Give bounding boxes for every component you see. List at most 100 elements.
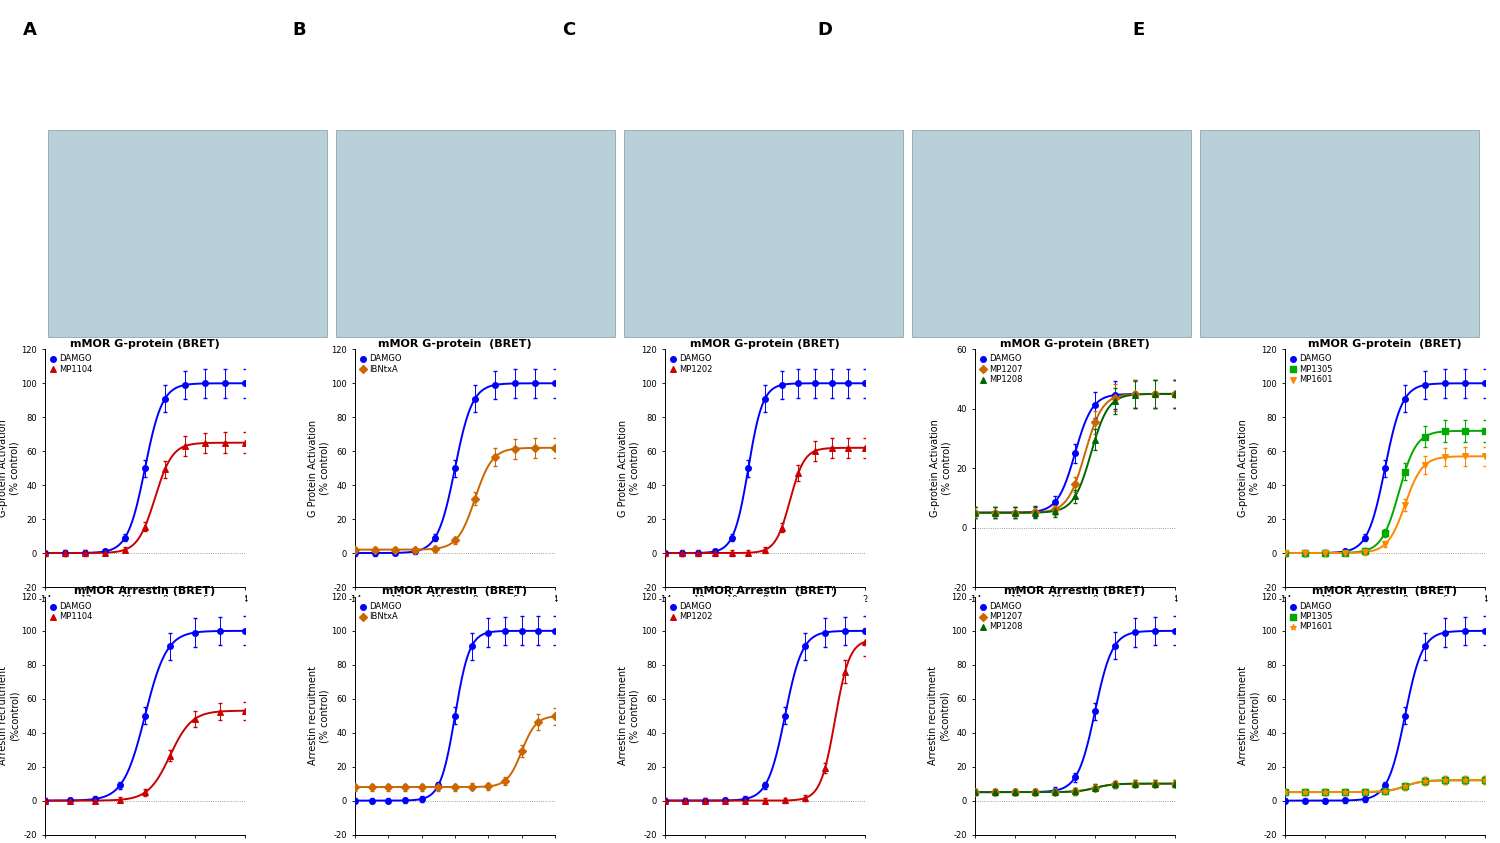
DAMGO (1143, 625, 1167, 638)
MP1202 (819, 442, 843, 455)
DAMGO (112, 531, 136, 545)
DAMGO (669, 546, 693, 560)
MP1208 (963, 786, 987, 799)
DAMGO (442, 709, 466, 722)
Y-axis label: G-protein Activation
(% control): G-protein Activation (% control) (1238, 419, 1260, 517)
DAMGO (819, 377, 843, 390)
MP1104 (232, 704, 256, 717)
Y-axis label: G-protein Activation
(% control): G-protein Activation (% control) (0, 419, 20, 517)
DAMGO (794, 640, 818, 653)
MP1208 (1083, 781, 1107, 795)
DAMGO (674, 794, 698, 808)
IBNtxA (526, 716, 550, 729)
MP1208 (1162, 777, 1186, 791)
X-axis label: Log [Drug] (M): Log [Drug] (M) (1350, 606, 1420, 615)
DAMGO (442, 461, 466, 475)
MP1601 (1413, 775, 1437, 788)
MP1208 (1004, 786, 1028, 799)
IBNtxA (382, 543, 406, 556)
MP1207 (1083, 416, 1107, 429)
MP1207 (1064, 477, 1088, 491)
DAMGO (1432, 377, 1456, 390)
IBNtxA (524, 441, 548, 454)
DAMGO (1413, 379, 1437, 392)
DAMGO (770, 379, 794, 392)
MP1207 (1042, 786, 1066, 799)
DAMGO (344, 546, 368, 560)
DAMGO (543, 377, 567, 390)
MP1202 (753, 543, 777, 556)
Title: mMOR G-protein (BRET): mMOR G-protein (BRET) (690, 339, 840, 348)
IBNtxA (543, 710, 567, 723)
DAMGO (1162, 387, 1186, 400)
MP1202 (674, 794, 698, 808)
IBNtxA (344, 543, 368, 556)
DAMGO (494, 625, 517, 638)
DAMGO (1083, 705, 1107, 718)
DAMGO (1432, 626, 1456, 639)
MP1208 (1064, 785, 1088, 798)
DAMGO (1413, 640, 1437, 653)
DAMGO (652, 794, 676, 808)
MP1202 (786, 466, 810, 480)
DAMGO (134, 461, 158, 475)
MP1207 (1023, 786, 1047, 799)
DAMGO (33, 794, 57, 808)
DAMGO (93, 545, 117, 558)
DAMGO (232, 377, 256, 390)
MP1207 (982, 786, 1006, 799)
MP1104 (213, 436, 237, 449)
X-axis label: Log [drug] (M): Log [drug] (M) (730, 606, 800, 615)
DAMGO (1274, 546, 1298, 560)
DAMGO (426, 778, 450, 792)
MP1601 (1454, 449, 1478, 463)
DAMGO (652, 546, 676, 560)
DAMGO (1004, 786, 1028, 799)
Legend: DAMGO, MP1207, MP1208: DAMGO, MP1207, MP1208 (980, 353, 1023, 384)
MP1104 (209, 705, 232, 718)
MP1601 (1353, 786, 1377, 799)
Legend: DAMGO, MP1104: DAMGO, MP1104 (50, 353, 93, 374)
MP1207 (1083, 781, 1107, 795)
Text: C: C (562, 21, 576, 39)
DAMGO (376, 794, 400, 808)
DAMGO (1473, 377, 1497, 390)
Y-axis label: Arrestin recruitment
(%control): Arrestin recruitment (%control) (1238, 666, 1260, 765)
MP1208 (1004, 506, 1028, 519)
DAMGO (459, 640, 483, 653)
MP1305 (1394, 464, 1417, 478)
MP1305 (1312, 786, 1336, 799)
DAMGO (734, 792, 758, 806)
MP1208 (1083, 433, 1107, 447)
MP1208 (982, 786, 1006, 799)
MP1305 (1274, 786, 1298, 799)
MP1104 (108, 793, 132, 807)
MP1207 (1162, 777, 1186, 791)
MP1202 (837, 441, 861, 454)
DAMGO (982, 786, 1006, 799)
IBNtxA (363, 543, 387, 556)
MP1208 (1023, 506, 1047, 519)
Y-axis label: G Protein Activation
(% control): G Protein Activation (% control) (618, 420, 639, 517)
Text: E: E (1132, 21, 1144, 39)
MP1601 (1312, 786, 1336, 799)
MP1305 (1372, 526, 1396, 540)
DAMGO (982, 506, 1006, 519)
DAMGO (153, 392, 177, 405)
MP1305 (1413, 430, 1437, 443)
DAMGO (1293, 794, 1317, 808)
IBNtxA (426, 781, 450, 794)
Title: mMOR Arrestin (BRET): mMOR Arrestin (BRET) (75, 586, 216, 596)
MP1208 (1143, 387, 1167, 400)
MP1202 (734, 794, 758, 808)
MP1202 (652, 546, 676, 560)
Title: mMOR Arrestin (BRET): mMOR Arrestin (BRET) (1005, 586, 1146, 596)
DAMGO (1083, 398, 1107, 411)
MP1202 (693, 794, 717, 808)
FancyBboxPatch shape (912, 130, 1191, 337)
FancyBboxPatch shape (1200, 130, 1479, 337)
IBNtxA (423, 542, 447, 556)
X-axis label: Log [drug] (M): Log [drug] (M) (420, 606, 491, 615)
Title: mMOR Arrestin  (BRET): mMOR Arrestin (BRET) (693, 586, 837, 596)
DAMGO (1102, 389, 1126, 402)
